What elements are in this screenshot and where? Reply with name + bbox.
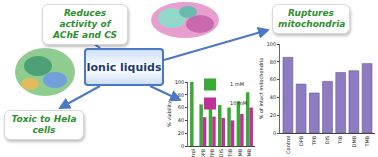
svg-text:DMB: DMB: [351, 135, 357, 147]
svg-text:1 mM: 1 mM: [230, 81, 244, 87]
svg-text:TIB: TIB: [337, 135, 343, 145]
svg-text:Control: Control: [190, 149, 196, 157]
svg-text:20: 20: [178, 130, 184, 136]
svg-text:TPB: TPB: [209, 148, 215, 157]
svg-text:100: 100: [267, 41, 277, 47]
html-text:Reduces activity of AChE and C: Reduces activity of AChE and CS: [53, 8, 117, 40]
svg-text:40: 40: [270, 94, 276, 100]
svg-text:0: 0: [273, 130, 276, 136]
svg-text:20: 20: [270, 112, 276, 118]
html-text:Toxic to Hela cells: Toxic to Hela cells: [11, 114, 77, 135]
svg-text:TIB: TIB: [227, 148, 233, 157]
svg-text:DIS: DIS: [324, 136, 330, 145]
svg-text:% viability: % viability: [166, 101, 173, 127]
svg-text:% of intact mitochondria: % of intact mitochondria: [258, 58, 264, 120]
svg-text:60: 60: [178, 104, 184, 110]
svg-text:TPB: TPB: [311, 135, 317, 146]
svg-text:100: 100: [175, 79, 185, 85]
svg-text:Control: Control: [285, 136, 291, 154]
svg-text:DIS: DIS: [218, 149, 224, 157]
svg-text:TMB: TMB: [364, 135, 370, 147]
svg-text:0: 0: [181, 143, 184, 149]
svg-text:80: 80: [178, 92, 184, 98]
svg-text:40: 40: [178, 117, 184, 123]
svg-text:DPB: DPB: [200, 148, 206, 157]
svg-text:TMB: TMB: [246, 148, 252, 157]
html-text:Ionic liquids: Ionic liquids: [86, 60, 162, 74]
svg-text:10 mM: 10 mM: [230, 100, 247, 106]
svg-text:80: 80: [270, 59, 276, 65]
svg-text:DPB: DPB: [298, 135, 304, 146]
svg-text:DMB: DMB: [237, 148, 243, 157]
svg-text:60: 60: [270, 76, 276, 82]
html-text:Ruptures mitochondria: Ruptures mitochondria: [278, 8, 346, 29]
